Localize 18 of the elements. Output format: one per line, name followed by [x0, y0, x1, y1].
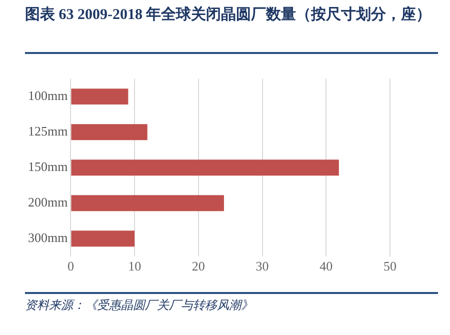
bar	[71, 88, 128, 105]
x-tick-label: 20	[192, 258, 205, 274]
bar	[71, 124, 148, 140]
x-tick-label: 0	[67, 258, 74, 274]
text: 资料来源：《受惠晶圆厂关厂与转移风潮》	[25, 297, 254, 314]
y-tick-label: 150mm	[28, 159, 68, 174]
x-tick-label: 40	[320, 258, 333, 274]
x-tick-label: 30	[256, 258, 269, 274]
bar	[71, 160, 339, 176]
y-tick-label: 300mm	[28, 230, 68, 246]
x-tick-label: 50	[384, 258, 396, 274]
bar	[71, 230, 135, 247]
chart-title: 图表 63 2009-2018 年全球关闭晶圆厂数量（按尺寸划分，座）	[25, 5, 432, 25]
y-tick-label: 100mm	[28, 88, 68, 103]
x-tick-label: 10	[128, 258, 142, 274]
y-tick-label: 200mm	[28, 194, 68, 210]
y-tick-label: 125mm	[28, 124, 68, 138]
bar	[71, 195, 224, 212]
